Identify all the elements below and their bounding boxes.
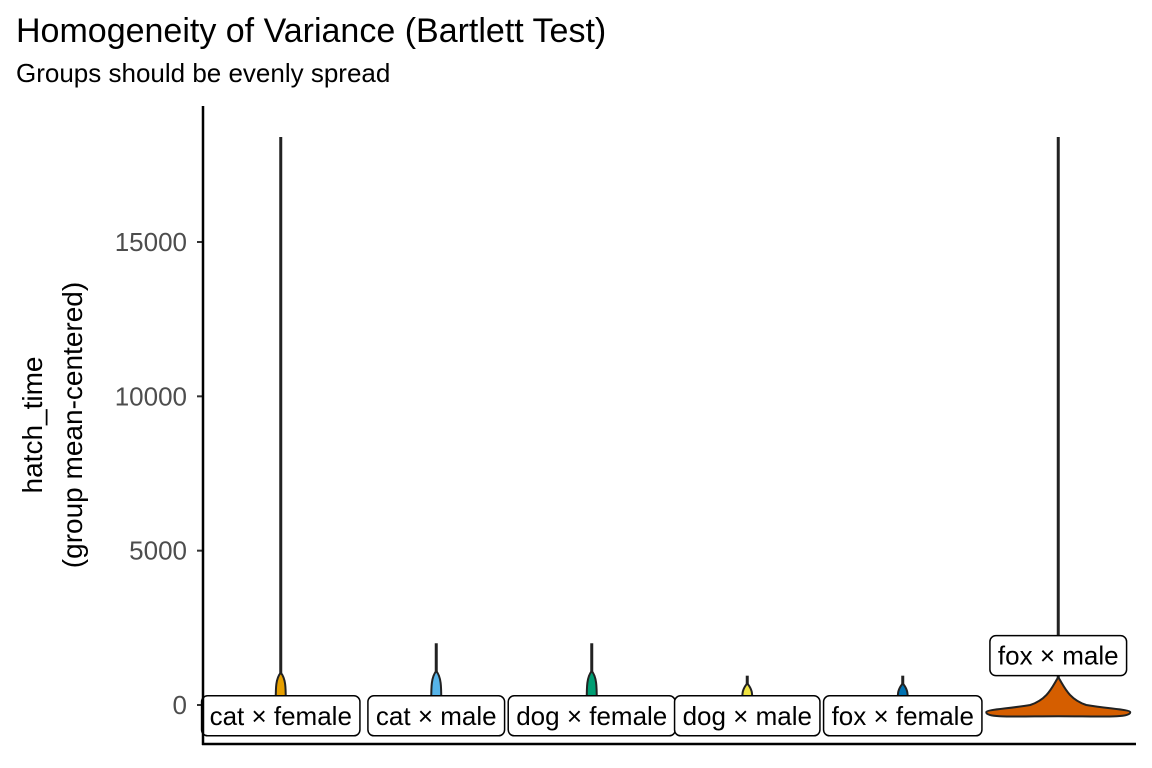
- group-label-text: dog × female: [516, 701, 667, 731]
- group-labels: cat × female cat × male dog × female dog × …: [200, 634, 1128, 737]
- y-tick-label: 10000: [115, 381, 187, 411]
- group-label-box: [989, 634, 1128, 677]
- group-label-text: dog × male: [683, 701, 812, 731]
- group-label: fox × female: [822, 695, 983, 737]
- chart-title: Homogeneity of Variance (Bartlett Test): [16, 12, 607, 50]
- group-label: fox × male: [989, 634, 1128, 677]
- y-axis-title-line2: (group mean-centered): [57, 282, 88, 568]
- group-label-text: fox × female: [832, 701, 974, 731]
- group-label: cat × male: [367, 695, 506, 737]
- violin-body: [985, 675, 1132, 718]
- group-label-text: cat × male: [376, 701, 497, 731]
- y-axis-title-line1: hatch_time: [17, 357, 48, 494]
- group-label: dog × female: [507, 695, 677, 737]
- y-axis-ticks: 0 5000 10000 15000: [115, 227, 203, 720]
- group-label-text: fox × male: [998, 641, 1119, 671]
- y-tick-label: 15000: [115, 227, 187, 257]
- chart-subtitle: Groups should be evenly spread: [16, 58, 391, 88]
- group-label-box: [673, 695, 821, 737]
- group-label: dog × male: [673, 695, 821, 737]
- group-label-text: cat × female: [210, 701, 352, 731]
- y-tick-label: 5000: [129, 536, 187, 566]
- violins: [274, 137, 1132, 718]
- group-label: cat × female: [200, 695, 361, 737]
- y-axis-title: hatch_time (group mean-centered): [17, 282, 88, 568]
- group-label-box: [822, 695, 983, 737]
- y-tick-label: 0: [173, 690, 187, 720]
- group-label-box: [367, 695, 506, 737]
- group-label-box: [200, 695, 361, 737]
